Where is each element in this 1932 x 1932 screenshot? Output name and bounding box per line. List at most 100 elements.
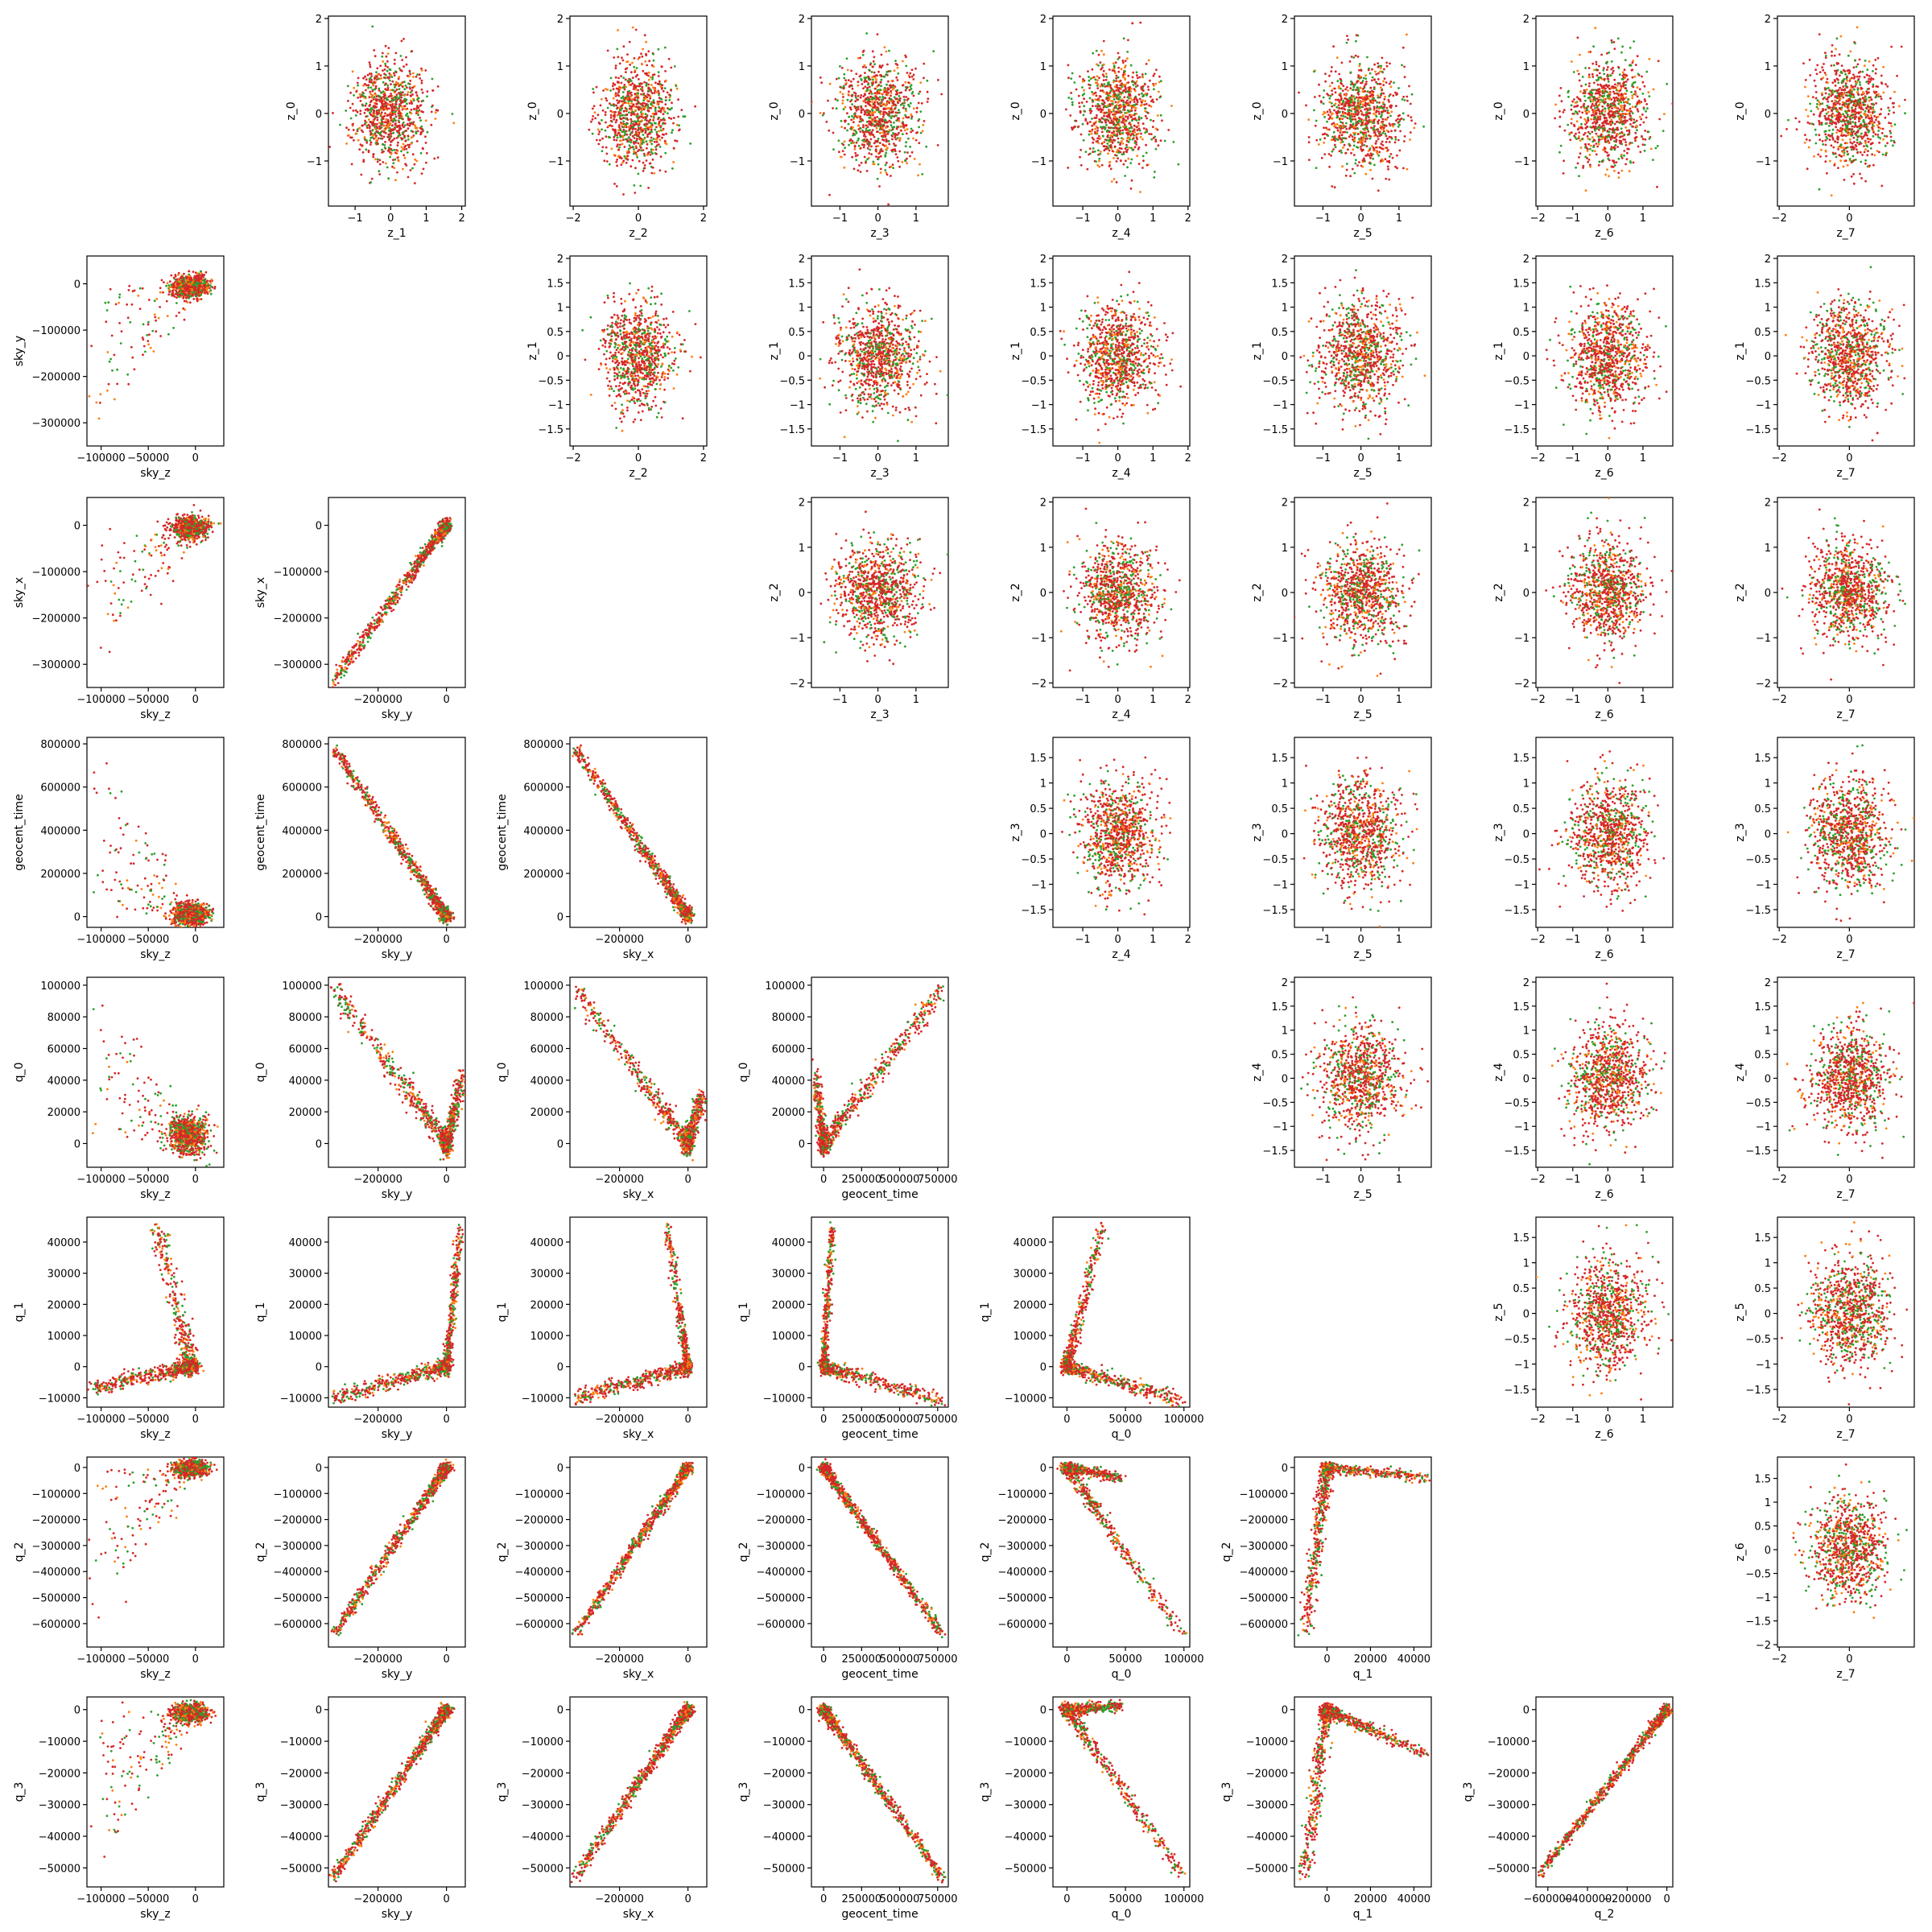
data-point (630, 118, 633, 121)
data-point (605, 160, 609, 163)
data-point (405, 63, 408, 66)
data-point (1406, 167, 1409, 171)
data-point (1136, 129, 1139, 132)
data-point (1092, 138, 1095, 141)
data-point (1352, 56, 1356, 59)
data-point (1112, 114, 1114, 116)
data-point (1124, 70, 1126, 72)
data-point (1159, 114, 1162, 117)
data-point (877, 130, 879, 134)
data-point (1102, 134, 1104, 138)
data-point (598, 122, 601, 126)
data-point (647, 109, 650, 113)
data-point (1129, 90, 1133, 93)
data-point (386, 60, 389, 63)
data-point (843, 86, 845, 89)
data-point (656, 136, 659, 139)
data-point (1332, 138, 1335, 141)
data-point (870, 93, 873, 95)
data-point (1413, 126, 1416, 130)
data-point (1298, 91, 1300, 94)
data-point (1116, 86, 1119, 89)
data-point (1108, 97, 1111, 101)
data-point (1410, 119, 1413, 122)
data-point (390, 115, 392, 118)
data-point (1402, 95, 1405, 98)
data-point (901, 122, 904, 125)
data-point (1374, 142, 1377, 145)
data-point (885, 148, 888, 151)
data-point (642, 138, 646, 141)
data-point (365, 84, 368, 87)
data-point (1349, 134, 1352, 137)
data-point (1121, 60, 1125, 62)
data-point (1328, 97, 1331, 100)
data-point (875, 93, 878, 96)
data-point (394, 100, 398, 103)
data-point (882, 107, 886, 110)
data-point (1135, 136, 1138, 139)
data-point (891, 88, 894, 91)
data-point (1141, 92, 1143, 95)
data-point (1605, 62, 1608, 65)
data-point (1373, 88, 1376, 90)
data-point (378, 159, 382, 162)
data-point (1086, 167, 1089, 171)
data-point (402, 101, 404, 104)
data-point (694, 105, 696, 108)
data-point (391, 102, 394, 105)
data-point (857, 128, 861, 130)
data-point (1347, 112, 1350, 115)
data-point (881, 64, 884, 67)
data-point (1389, 104, 1392, 107)
data-point (1078, 101, 1080, 105)
data-point (877, 70, 880, 73)
data-point (1133, 109, 1137, 112)
y-tick: −1 (790, 156, 811, 168)
data-point (1317, 143, 1320, 146)
data-point (389, 143, 392, 147)
data-point (425, 161, 427, 164)
data-point (1368, 72, 1372, 75)
data-point (896, 66, 899, 69)
data-point (1385, 64, 1389, 68)
data-point (1634, 131, 1637, 134)
data-point (1129, 94, 1132, 97)
data-point (1353, 133, 1356, 136)
data-point (1354, 83, 1356, 86)
data-point (1332, 130, 1335, 134)
data-point (1096, 102, 1100, 105)
data-point (904, 80, 907, 84)
data-point (638, 148, 641, 151)
data-point (906, 162, 909, 165)
data-point (364, 104, 367, 107)
data-point (868, 122, 871, 126)
data-point (630, 131, 633, 134)
data-point (1124, 77, 1126, 80)
data-point (889, 86, 892, 89)
data-point (632, 113, 635, 116)
data-point (374, 125, 376, 128)
data-point (1610, 109, 1613, 113)
data-point (864, 98, 867, 101)
data-point (863, 76, 866, 79)
data-point (1093, 150, 1096, 153)
data-point (650, 151, 653, 154)
data-point (613, 183, 616, 185)
y-tick-label: −1 (1273, 156, 1288, 168)
data-point (369, 181, 372, 184)
data-point (369, 93, 372, 96)
data-point (857, 144, 861, 147)
data-point (625, 60, 628, 64)
data-point (390, 152, 393, 155)
data-point (1079, 155, 1081, 159)
data-point (629, 96, 632, 99)
data-point (1141, 76, 1145, 79)
data-point (392, 120, 394, 122)
data-point (647, 93, 650, 97)
data-point (1100, 110, 1103, 114)
data-point (1142, 127, 1146, 130)
data-point (404, 85, 407, 87)
data-point (619, 135, 622, 138)
data-point (1126, 115, 1129, 118)
